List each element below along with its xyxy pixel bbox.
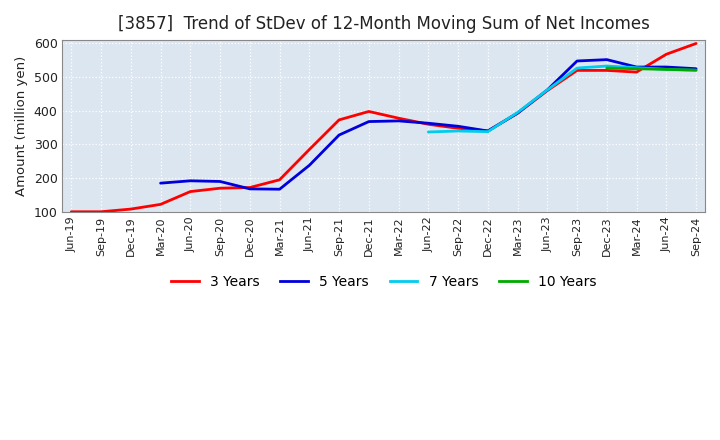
5 Years <box>572 59 581 64</box>
5 Years <box>395 118 403 124</box>
10 Years <box>632 66 641 71</box>
5 Years <box>543 87 552 92</box>
3 Years <box>513 110 522 116</box>
5 Years <box>186 178 194 183</box>
10 Years <box>662 67 670 72</box>
5 Years <box>216 179 225 184</box>
3 Years <box>572 68 581 73</box>
3 Years <box>424 121 433 127</box>
7 Years <box>484 129 492 134</box>
3 Years <box>216 186 225 191</box>
5 Years <box>662 64 670 70</box>
7 Years <box>603 63 611 69</box>
5 Years <box>275 187 284 192</box>
Title: [3857]  Trend of StDev of 12-Month Moving Sum of Net Incomes: [3857] Trend of StDev of 12-Month Moving… <box>118 15 649 33</box>
Y-axis label: Amount (million yen): Amount (million yen) <box>15 56 28 196</box>
5 Years <box>692 66 701 71</box>
3 Years <box>484 128 492 134</box>
3 Years <box>96 209 105 214</box>
3 Years <box>603 68 611 73</box>
7 Years <box>543 87 552 92</box>
5 Years <box>364 119 373 124</box>
10 Years <box>692 67 701 73</box>
5 Years <box>424 121 433 126</box>
3 Years <box>67 209 76 214</box>
5 Years <box>156 180 165 186</box>
3 Years <box>156 202 165 207</box>
3 Years <box>275 177 284 183</box>
5 Years <box>513 110 522 116</box>
3 Years <box>662 51 670 57</box>
5 Years <box>454 124 462 129</box>
7 Years <box>454 128 462 134</box>
Line: 10 Years: 10 Years <box>607 68 696 70</box>
7 Years <box>424 129 433 135</box>
Line: 5 Years: 5 Years <box>161 60 696 189</box>
Line: 3 Years: 3 Years <box>71 44 696 212</box>
3 Years <box>364 109 373 114</box>
10 Years <box>603 66 611 71</box>
3 Years <box>305 147 314 152</box>
3 Years <box>246 185 254 190</box>
3 Years <box>632 70 641 75</box>
Legend: 3 Years, 5 Years, 7 Years, 10 Years: 3 Years, 5 Years, 7 Years, 10 Years <box>166 269 602 294</box>
7 Years <box>513 110 522 115</box>
3 Years <box>692 41 701 46</box>
7 Years <box>662 67 670 72</box>
5 Years <box>335 132 343 138</box>
5 Years <box>305 163 314 168</box>
Line: 7 Years: 7 Years <box>428 66 696 132</box>
3 Years <box>335 117 343 122</box>
5 Years <box>632 64 641 70</box>
7 Years <box>692 68 701 73</box>
3 Years <box>454 126 462 131</box>
5 Years <box>603 57 611 62</box>
3 Years <box>186 189 194 194</box>
5 Years <box>246 186 254 191</box>
5 Years <box>484 128 492 134</box>
7 Years <box>572 66 581 71</box>
3 Years <box>127 206 135 212</box>
3 Years <box>543 88 552 93</box>
3 Years <box>395 116 403 121</box>
7 Years <box>632 65 641 70</box>
